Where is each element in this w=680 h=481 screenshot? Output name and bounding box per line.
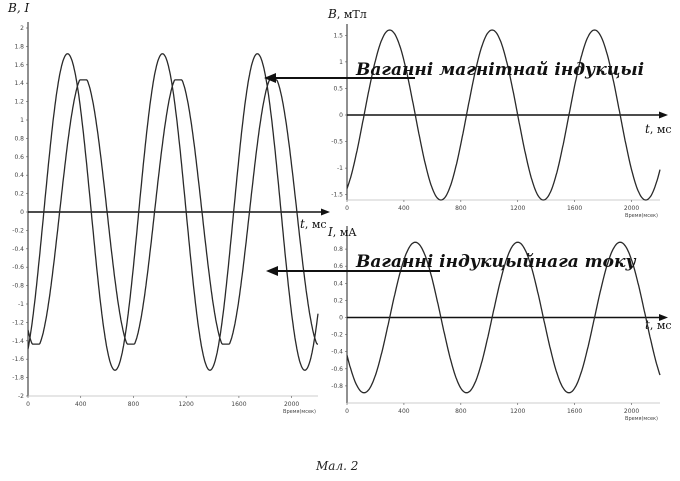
y-tick-label: -2: [18, 393, 24, 400]
series-line-current-0: [346, 241, 661, 394]
y-axis-label: B, I: [7, 1, 29, 15]
x-tick-label: 0: [345, 408, 349, 415]
x-tick-label: 2000: [624, 205, 639, 212]
x-axis-name: Время(мсек): [283, 409, 316, 415]
x-axis-symbol: t: [300, 217, 305, 231]
y-tick-label: -1.5: [331, 192, 343, 199]
y-axis-label: I, мА: [327, 225, 357, 239]
y-tick-label: 2: [20, 25, 24, 32]
y-tick-label: -0.6: [12, 264, 24, 271]
y-tick-label: -1.6: [12, 356, 24, 363]
x-axis-label: t, мс: [645, 122, 672, 136]
y-tick-label: -0.6: [331, 366, 343, 373]
y-tick-label: 1.5: [333, 32, 343, 39]
arrow-head-current: [266, 266, 278, 276]
x-axis-name: Время(мсек): [625, 213, 658, 219]
x-axis-name: Время(мсек): [625, 416, 658, 422]
chart-magnetic: 1.510.50-0.5-1-1.50 400 800 1200 1600 2000Вре…: [327, 7, 672, 219]
annotation-current-text: Ваганні індукцыйнага току: [355, 252, 637, 272]
y-tick-label: -0.8: [12, 283, 24, 290]
y-tick-label: 1.2: [14, 99, 24, 106]
x-axis-label: t, мс: [300, 217, 327, 231]
x-tick-label: 1200: [510, 205, 525, 212]
x-axis-arrow-head: [659, 314, 668, 321]
y-tick-label: 1.8: [14, 43, 24, 50]
x-axis-unit: , мс: [650, 123, 672, 136]
x-axis-unit: , мс: [650, 319, 672, 332]
y-tick-label: 0: [339, 315, 343, 322]
y-tick-label: 0: [20, 209, 24, 216]
y-axis-label: B, мТл: [327, 7, 367, 21]
x-tick-label: 2000: [624, 408, 639, 415]
y-tick-label: 1.4: [14, 80, 24, 87]
x-tick-label: 1200: [510, 408, 525, 415]
x-tick-label: 1600: [567, 205, 582, 212]
y-tick-label: -0.2: [331, 332, 343, 339]
y-tick-label: -1.8: [12, 375, 24, 382]
y-tick-label: -1: [337, 165, 343, 172]
x-axis-arrow-head: [321, 208, 330, 216]
annotation-current: Ваганні індукцыйнага току: [266, 252, 637, 276]
y-tick-label: -0.4: [331, 349, 343, 356]
y-tick-label: 0.5: [333, 85, 343, 92]
y-axis-symbol: B: [327, 7, 337, 21]
y-tick-label: -0.4: [12, 246, 24, 253]
x-axis-arrow-head: [659, 111, 668, 119]
x-tick-label: 800: [455, 408, 467, 415]
y-tick-label: 1: [20, 117, 24, 124]
y-axis-symbol: I: [327, 225, 333, 239]
series-line-magnetic-0: [346, 29, 661, 201]
x-axis-symbol: t: [645, 122, 650, 136]
chart-current: 0.8 0.6 0.4 0.2 0 -0.2 -0.4 -0.6 -0.8 0 400 800 1200…: [327, 225, 672, 422]
x-axis-unit: , мс: [305, 218, 327, 231]
x-tick-label: 1200: [179, 401, 194, 408]
y-tick-label: 0.4: [14, 172, 24, 179]
annotation-magnetic: Ваганні магнітнай індукцыі: [264, 60, 644, 83]
x-tick-label: 400: [75, 401, 87, 408]
y-tick-label: -0.8: [331, 383, 343, 390]
x-tick-label: 0: [345, 205, 349, 212]
x-tick-label: 800: [128, 401, 140, 408]
figure-caption: Мал. 2: [315, 459, 358, 473]
annotation-magnetic-text: Ваганні магнітнай індукцыі: [355, 60, 644, 80]
y-tick-label: 1: [339, 59, 343, 66]
y-tick-label: -1.2: [12, 319, 24, 326]
y-tick-label: 0.6: [333, 263, 343, 270]
series-line-combined-0: [27, 53, 319, 371]
y-tick-label: 0.8: [14, 135, 24, 142]
y-axis-unit: , мА: [333, 226, 358, 239]
x-tick-label: 0: [26, 401, 30, 408]
y-tick-label: 0: [339, 112, 343, 119]
x-tick-label: 400: [398, 205, 410, 212]
x-tick-label: 1600: [567, 408, 582, 415]
y-tick-label: 0.2: [14, 191, 24, 198]
y-tick-label: 1.6: [14, 62, 24, 69]
x-tick-label: 2000: [284, 401, 299, 408]
y-tick-label: 0.2: [333, 297, 343, 304]
arrow-head-magnetic: [264, 73, 276, 83]
y-tick-label: -0.5: [331, 139, 343, 146]
x-tick-label: 1600: [231, 401, 246, 408]
y-tick-label: 0.6: [14, 154, 24, 161]
chart-combined: 2 1.8 1.6 1.4 1.2 1 0.8 0.6 0.4 0.2 0 -0.2 -0.4 -0.6 -…: [7, 1, 330, 415]
y-tick-label: 0.4: [333, 280, 343, 287]
y-axis-symbol: B, I: [7, 1, 29, 15]
x-tick-label: 400: [398, 408, 410, 415]
x-tick-label: 800: [455, 205, 467, 212]
y-tick-label: -0.2: [12, 227, 24, 234]
y-tick-label: -1.4: [12, 338, 24, 345]
y-tick-label: -1: [18, 301, 24, 308]
y-tick-label: 0.8: [333, 246, 343, 253]
y-axis-unit: , мТл: [337, 8, 367, 21]
